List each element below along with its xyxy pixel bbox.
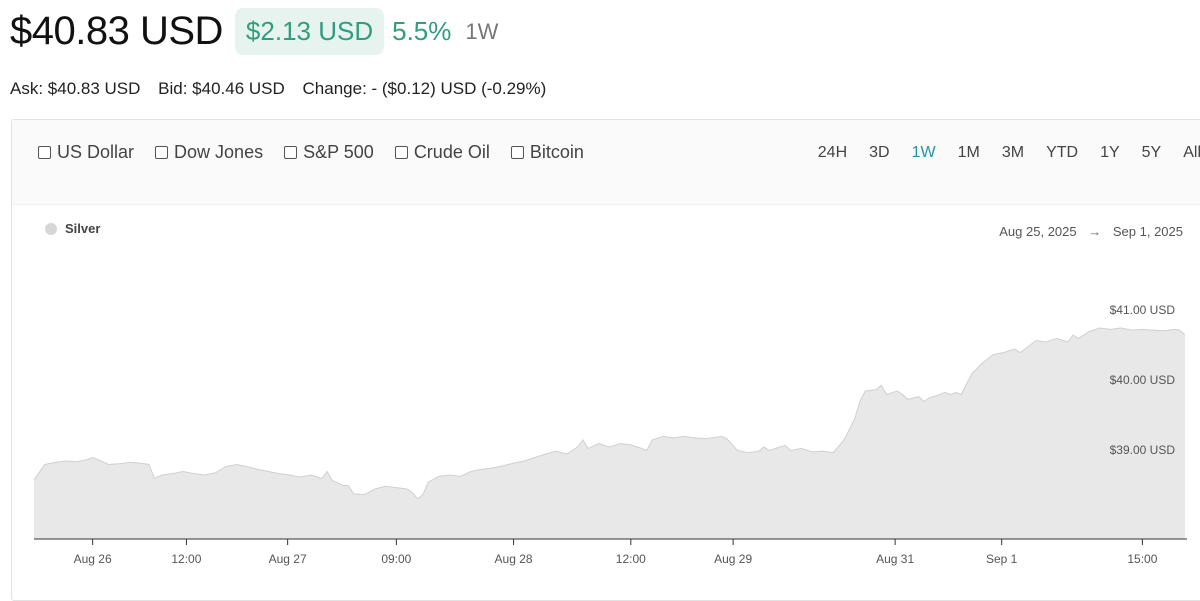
x-tick-label: 12:00 <box>616 552 646 566</box>
checkbox-icon[interactable] <box>394 146 408 159</box>
arrow-right-icon: → <box>1088 224 1102 239</box>
range-all[interactable]: All <box>1183 144 1200 161</box>
compare-options: US Dollar Dow Jones S&P 500 Crude Oil Bi… <box>38 142 605 163</box>
range-1m[interactable]: 1M <box>957 144 980 161</box>
date-range-start: Aug 25, 2025 <box>999 224 1077 239</box>
legend-label: Silver <box>65 221 101 236</box>
chart-legend[interactable]: Silver <box>45 221 100 236</box>
x-tick-label: Aug 27 <box>269 552 307 566</box>
checkbox-icon[interactable] <box>155 146 169 159</box>
daily-change: Change: - ($0.12) USD (-0.29%) <box>302 79 547 98</box>
range-1y[interactable]: 1Y <box>1100 144 1120 161</box>
range-3m[interactable]: 3M <box>1001 144 1025 161</box>
compare-bitcoin[interactable]: Bitcoin <box>510 142 584 163</box>
current-price: $40.83 USD <box>10 9 223 53</box>
price-change-badge: $2.13 USD <box>234 8 385 55</box>
y-tick-label: $41.00 USD <box>1110 303 1176 317</box>
bid-price: Bid: $40.46 USD <box>158 79 285 98</box>
range-24h[interactable]: 24H <box>817 144 848 161</box>
x-tick-label: Aug 31 <box>876 552 914 566</box>
legend-dot-icon <box>45 222 57 235</box>
checkbox-icon[interactable] <box>510 146 524 159</box>
compare-crude-oil[interactable]: Crude Oil <box>394 142 490 163</box>
series-line-silver <box>33 327 1186 500</box>
checkbox-icon[interactable] <box>284 146 298 159</box>
range-1w[interactable]: 1W <box>911 144 936 161</box>
period-label: 1W <box>465 18 499 44</box>
x-tick-label: 09:00 <box>381 552 411 566</box>
x-tick-label: 12:00 <box>171 552 201 566</box>
date-range: Aug 25, 2025 → Sep 1, 2025 <box>999 224 1183 239</box>
y-tick-label: $40.00 USD <box>1110 373 1176 387</box>
y-tick-label: $39.00 USD <box>1110 443 1176 457</box>
series-area-silver <box>34 328 1185 539</box>
x-tick-label: Aug 26 <box>74 552 112 566</box>
checkbox-icon[interactable] <box>38 146 51 159</box>
range-5y[interactable]: 5Y <box>1141 144 1162 161</box>
chart-card: US Dollar Dow Jones S&P 500 Crude Oil Bi… <box>11 119 1200 601</box>
range-ytd[interactable]: YTD <box>1046 144 1079 161</box>
price-chart[interactable]: $41.00 USD $40.00 USD $39.00 USD Aug 26 12:0… <box>12 120 1200 590</box>
price-header: $40.83 USD $2.13 USD 5.5% 1W <box>10 8 498 55</box>
x-tick-label: Sep 1 <box>986 552 1018 566</box>
ask-price: Ask: $40.83 USD <box>10 79 141 98</box>
quote-details: Ask: $40.83 USD Bid: $40.46 USD Change: … <box>10 79 559 99</box>
time-range-selector: 24H 3D 1W 1M 3M YTD 1Y 5Y All <box>796 144 1200 162</box>
compare-dow-jones[interactable]: Dow Jones <box>155 142 263 163</box>
compare-us-dollar[interactable]: US Dollar <box>38 142 134 163</box>
range-3d[interactable]: 3D <box>869 144 890 161</box>
x-tick-label: Aug 29 <box>714 552 752 566</box>
x-tick-label: 15:00 <box>1127 552 1157 566</box>
compare-sp-500[interactable]: S&P 500 <box>284 142 374 163</box>
date-range-end: Sep 1, 2025 <box>1112 224 1183 239</box>
chart-toolbar: US Dollar Dow Jones S&P 500 Crude Oil Bi… <box>12 120 1200 205</box>
x-tick-label: Aug 28 <box>495 552 533 566</box>
price-change-percent: 5.5% <box>392 16 452 46</box>
